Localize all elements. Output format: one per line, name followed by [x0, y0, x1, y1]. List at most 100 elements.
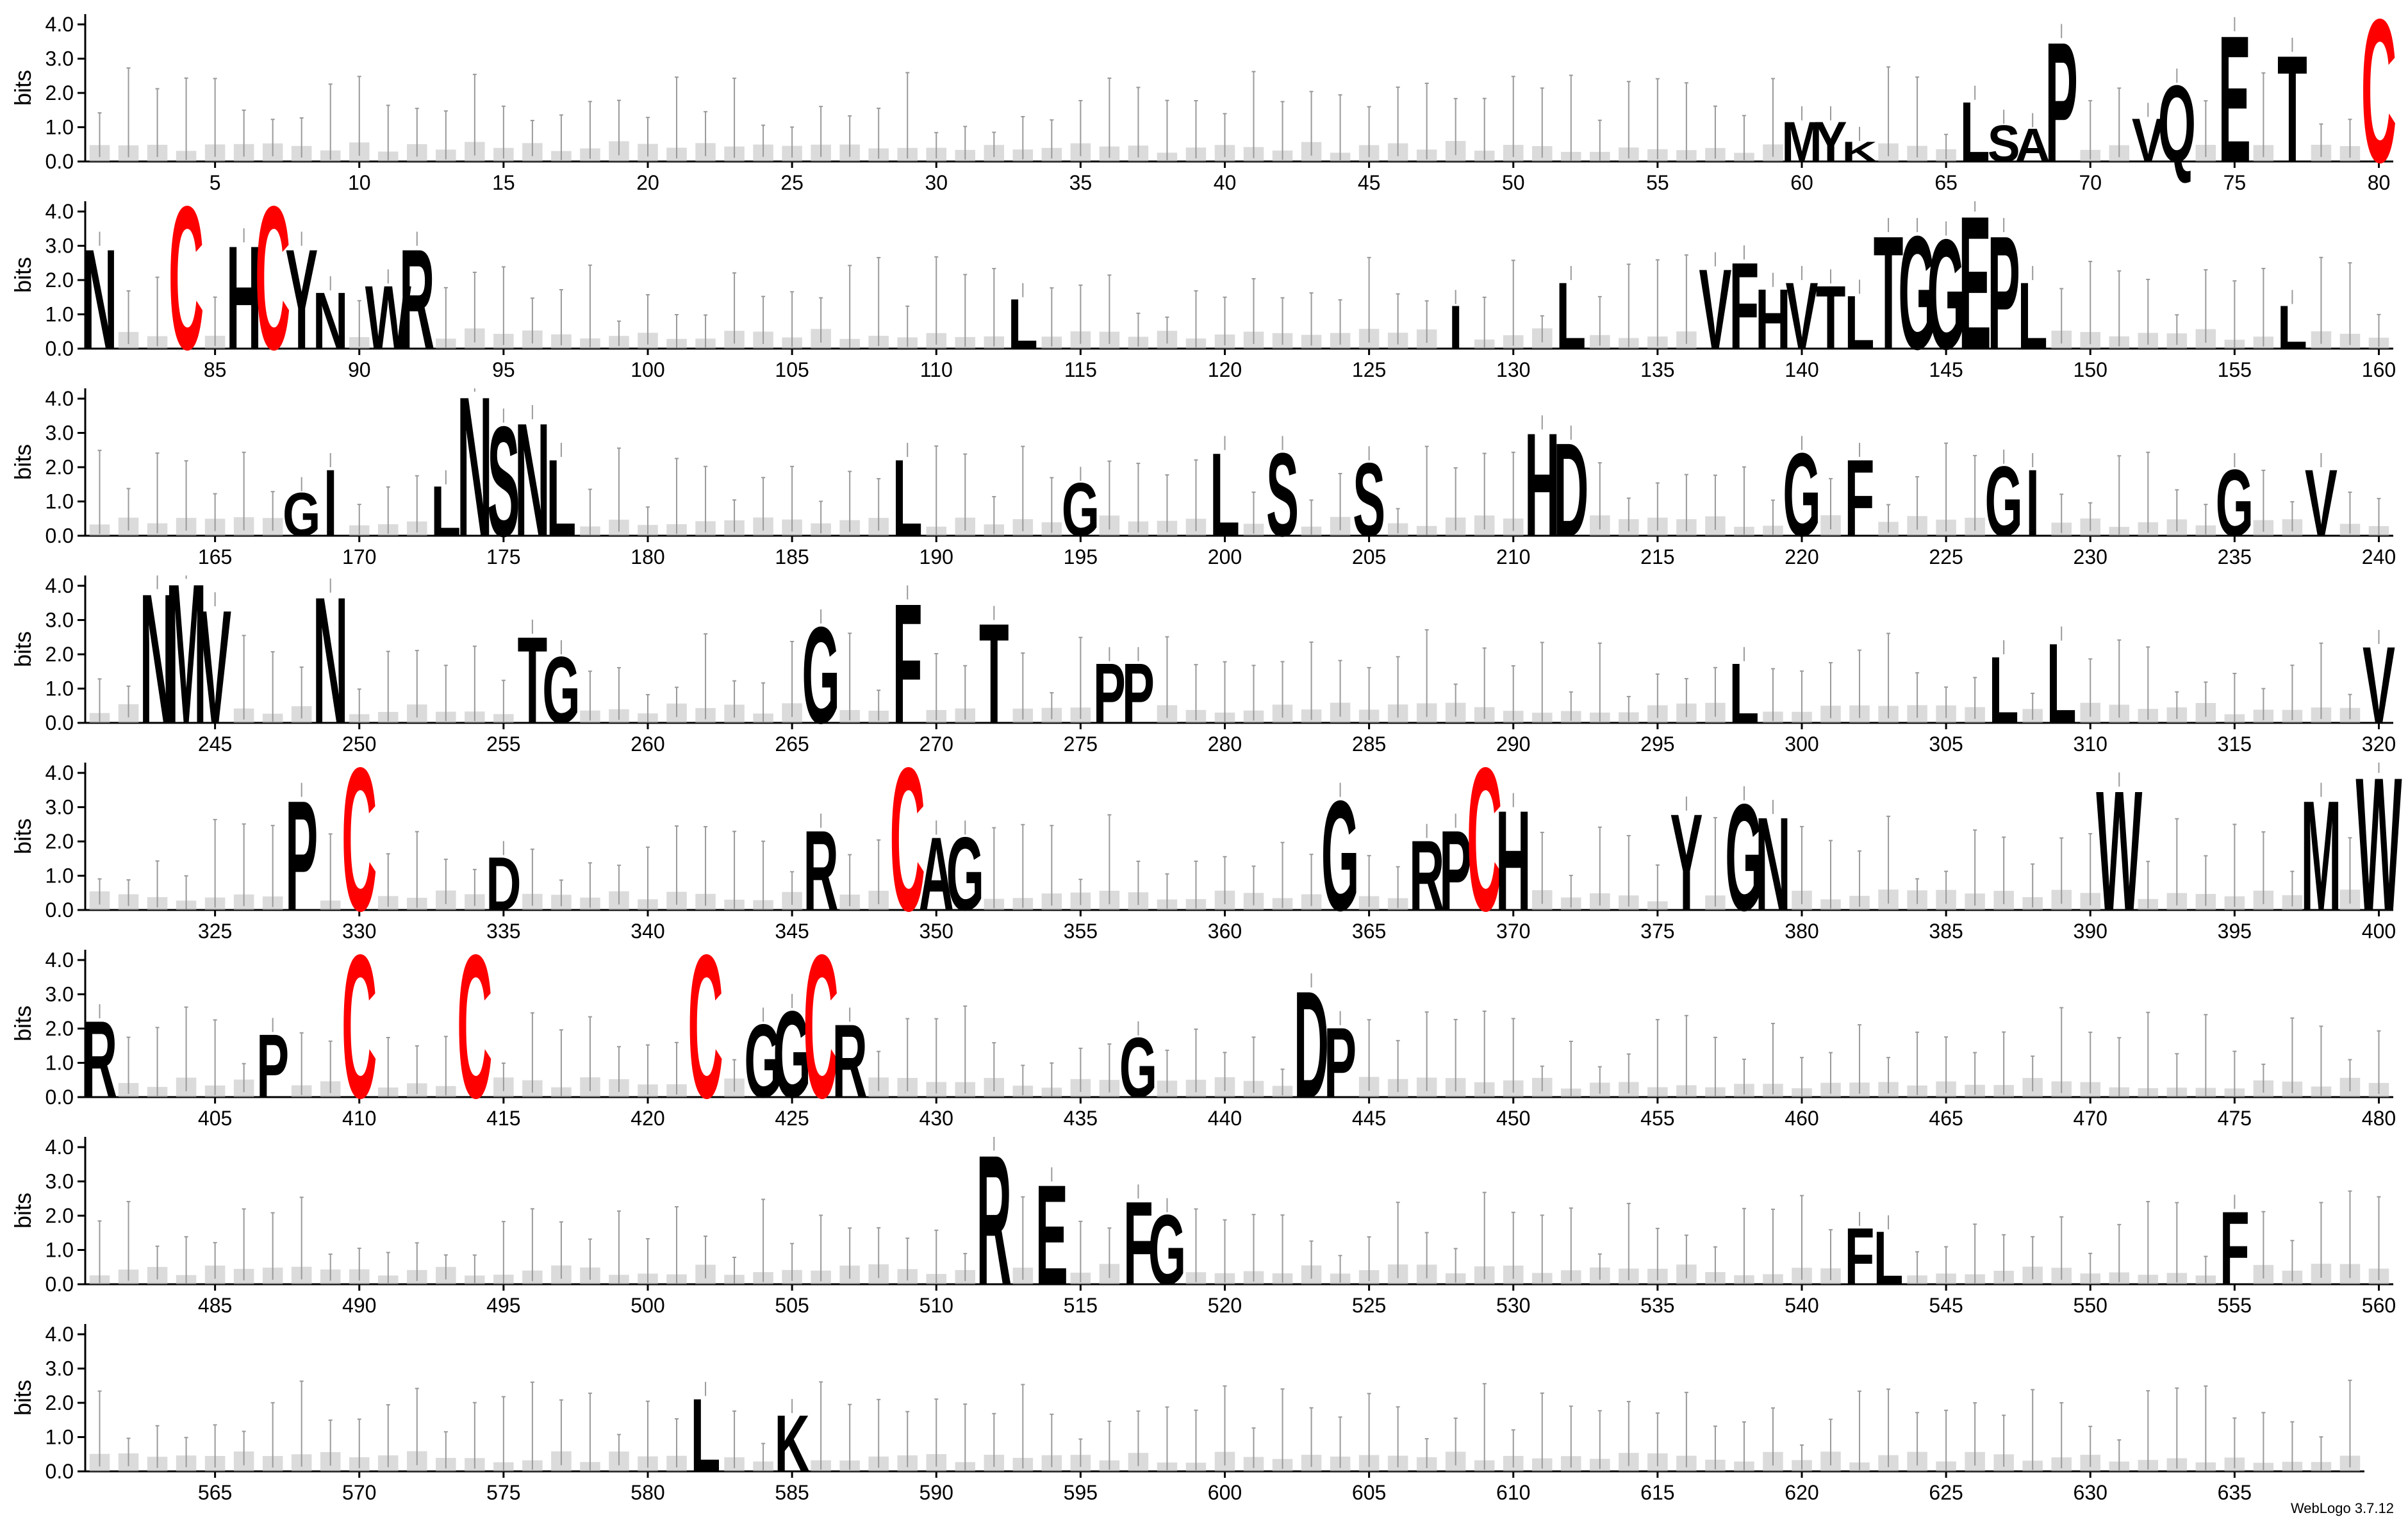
x-tick-label: 570	[342, 1481, 376, 1504]
x-tick-label: 580	[631, 1481, 664, 1504]
x-tick-label: 540	[1785, 1294, 1818, 1317]
x-tick-label: 160	[2362, 358, 2396, 381]
x-tick-label: 225	[1929, 545, 1963, 568]
x-tick-label: 490	[342, 1294, 376, 1317]
x-tick-label: 455	[1640, 1107, 1674, 1130]
x-tick-label: 75	[2223, 171, 2247, 194]
residue-letter-M: M	[1781, 110, 1822, 174]
y-tick-label: 2.0	[45, 269, 74, 292]
y-tick-label: 4.0	[45, 1136, 74, 1159]
weblogo-credit: WebLogo 3.7.12	[2290, 1500, 2394, 1516]
x-tick-label: 240	[2362, 545, 2396, 568]
y-tick-label: 0.0	[45, 1460, 74, 1483]
x-tick-label: 230	[2074, 545, 2107, 568]
y-tick-label: 3.0	[45, 609, 74, 632]
y-tick-label: 1.0	[45, 1052, 74, 1075]
residue-letter-L: L	[431, 472, 461, 552]
residue-letter-H: H	[226, 216, 261, 380]
residue-letter-T: T	[979, 594, 1009, 754]
residue-letter-F: F	[1729, 237, 1760, 376]
x-tick-label: 310	[2074, 732, 2107, 756]
x-tick-label: 585	[775, 1481, 809, 1504]
residue-letter-N: N	[313, 276, 348, 366]
y-tick-label: 0.0	[45, 337, 74, 360]
x-tick-label: 495	[486, 1294, 520, 1317]
residue-letter-G: G	[1783, 429, 1820, 562]
x-tick-label: 525	[1352, 1294, 1386, 1317]
y-tick-label: 0.0	[45, 1273, 74, 1296]
y-axis-label: bits	[10, 631, 36, 667]
residue-letter-A: A	[919, 816, 954, 933]
x-tick-label: 275	[1064, 732, 1098, 756]
x-tick-label: 255	[486, 732, 520, 756]
x-tick-label: 610	[1496, 1481, 1530, 1504]
x-tick-label: 130	[1496, 358, 1530, 381]
x-tick-label: 400	[2362, 920, 2396, 943]
x-tick-label: 560	[2362, 1294, 2396, 1317]
residue-letter-R: R	[832, 1004, 868, 1120]
x-tick-label: 60	[1790, 171, 1813, 194]
residue-letter-L: L	[547, 437, 577, 559]
x-tick-label: 95	[492, 358, 515, 381]
residue-letter-Y: Y	[285, 220, 318, 379]
x-tick-label: 185	[775, 545, 809, 568]
x-tick-label: 335	[486, 920, 520, 943]
y-tick-label: 3.0	[45, 1170, 74, 1193]
logo-row: 0.0 1.0 2.0 3.0 4.0 bits 5 10 15 20 25 30 35 40 45 50 55…	[10, 0, 2396, 206]
x-tick-label: 565	[198, 1481, 232, 1504]
x-tick-label: 415	[486, 1107, 520, 1130]
y-tick-label: 1.0	[45, 1426, 74, 1449]
residue-letter-L: L	[1210, 429, 1240, 562]
x-tick-label: 410	[342, 1107, 376, 1130]
residue-letter-T: T	[1874, 202, 1904, 383]
y-tick-label: 2.0	[45, 456, 74, 479]
y-axis-label: bits	[10, 70, 36, 106]
x-tick-label: 15	[492, 171, 515, 194]
residue-letter-S: S	[1353, 442, 1385, 559]
y-tick-label: 2.0	[45, 643, 74, 666]
x-tick-label: 315	[2218, 732, 2252, 756]
x-tick-label: 70	[2079, 171, 2102, 194]
residue-letter-E: E	[2218, 0, 2251, 200]
residue-letter-L: L	[2047, 620, 2077, 748]
x-tick-label: 45	[1358, 171, 1381, 194]
y-tick-label: 2.0	[45, 1391, 74, 1414]
y-tick-label: 1.0	[45, 677, 74, 700]
x-tick-label: 305	[1929, 732, 1963, 756]
x-tick-label: 475	[2218, 1107, 2252, 1130]
residue-letter-V: V	[2132, 106, 2165, 175]
x-tick-label: 330	[342, 920, 376, 943]
residue-letter-H: H	[1524, 403, 1560, 567]
residue-letter-V: V	[2363, 624, 2395, 747]
residue-letter-T: T	[1816, 267, 1846, 368]
y-tick-label: 1.0	[45, 864, 74, 888]
x-tick-label: 35	[1069, 171, 1093, 194]
x-tick-label: 515	[1064, 1294, 1098, 1317]
x-tick-label: 425	[775, 1107, 809, 1130]
y-tick-label: 2.0	[45, 81, 74, 104]
x-tick-label: 215	[1640, 545, 1674, 568]
x-tick-label: 480	[2362, 1107, 2396, 1130]
residue-letter-M: M	[2301, 769, 2342, 944]
residue-letter-N: N	[82, 220, 117, 379]
residue-letter-P: P	[1324, 1007, 1357, 1119]
residue-letter-V: V	[199, 576, 231, 757]
x-tick-label: 500	[631, 1294, 664, 1317]
y-tick-label: 3.0	[45, 235, 74, 258]
y-tick-label: 3.0	[45, 422, 74, 445]
residue-letter-C: C	[457, 913, 492, 1141]
x-tick-label: 430	[919, 1107, 953, 1130]
x-tick-label: 420	[631, 1107, 664, 1130]
y-tick-label: 3.0	[45, 796, 74, 819]
x-tick-label: 605	[1352, 1481, 1386, 1504]
x-tick-label: 205	[1352, 545, 1386, 568]
x-tick-label: 545	[1929, 1294, 1963, 1317]
x-tick-label: 265	[775, 732, 809, 756]
x-tick-label: 260	[631, 732, 664, 756]
x-tick-label: 245	[198, 732, 232, 756]
residue-letter-G: G	[1321, 769, 1359, 944]
x-tick-label: 115	[1064, 358, 1097, 381]
